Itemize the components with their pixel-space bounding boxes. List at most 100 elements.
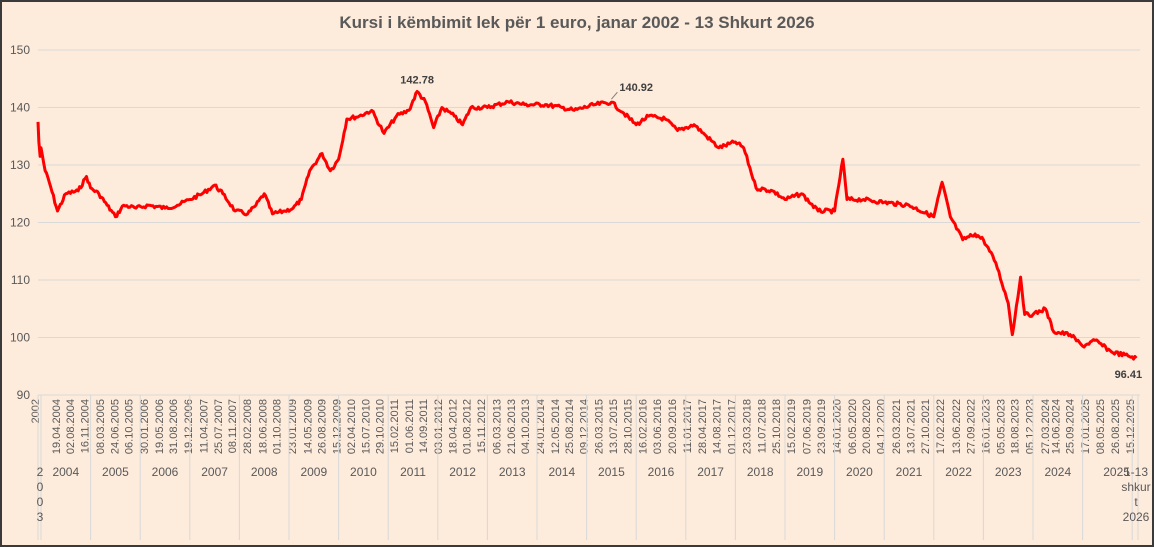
x-tick-label: 15.02.2011 xyxy=(389,399,401,453)
x-tick-label: 19.12.2006 xyxy=(183,399,195,454)
x-tick-label: 25.09.2024 xyxy=(1064,399,1076,454)
year-group-label: 2023 xyxy=(995,465,1022,479)
year-group-label: 2010 xyxy=(350,465,377,479)
x-tick-label: 16.02.2016 xyxy=(637,399,649,454)
x-tick-label: 19.05.2006 xyxy=(154,399,166,454)
x-tick-label: 08.03.2005 xyxy=(95,399,107,454)
x-tick-label: 11.04.2007 xyxy=(199,399,211,453)
year-group-label: 2006 xyxy=(152,465,179,479)
year-group-label: 2005 xyxy=(102,465,129,479)
data-label-leader xyxy=(611,91,618,100)
x-tick-label: 03.01.2012 xyxy=(433,399,445,454)
x-tick-label: 19.04.2004 xyxy=(51,399,63,454)
x-tick-label: 16.01.2023 xyxy=(980,399,992,454)
x-tick-label: 26.08.2025 xyxy=(1110,399,1122,454)
year-group-label: 2004 xyxy=(52,465,79,479)
x-tick-label: 27.03.2024 xyxy=(1040,399,1052,454)
exchange-rate-line xyxy=(36,90,1138,361)
x-tick-label: 20.08.2020 xyxy=(861,399,873,454)
x-tick-label: 09.12.2014 xyxy=(579,399,591,454)
x-tick-label: 28.02.2008 xyxy=(242,399,254,454)
x-tick-label: 02.04.2010 xyxy=(346,399,358,454)
x-tick-label: 28.10.2015 xyxy=(622,399,634,454)
x-tick-label: 14.05.2009 xyxy=(302,399,314,454)
year-group-label: 2016 xyxy=(648,465,675,479)
x-tick-label: 03.06.2016 xyxy=(652,399,664,454)
x-tick-label: 12.05.2014 xyxy=(550,399,562,454)
chart-title: Kursi i këmbimit lek për 1 euro, janar 2… xyxy=(339,13,814,32)
x-tick-label: 15.02.2019 xyxy=(786,399,798,454)
x-tick-label: 04.12.2020 xyxy=(875,399,887,454)
x-tick-label: 06.03.2013 xyxy=(491,399,503,454)
x-tick-label: 14.06.2024 xyxy=(1050,399,1062,454)
x-tick-label: 16.11.2004 xyxy=(79,399,91,453)
y-tick-label: 110 xyxy=(11,273,30,287)
x-tick-label: 25.08.2014 xyxy=(564,399,576,454)
x-tick-label: 05.12.2023 xyxy=(1024,399,1036,454)
y-tick-label: 150 xyxy=(10,43,30,57)
year-group-label: 2025 xyxy=(1103,465,1130,479)
x-tick-label: 24.01.2014 xyxy=(535,399,547,454)
x-tick-label: 28.04.2017 xyxy=(697,399,709,454)
x-tick-label: 17.02.2022 xyxy=(935,399,947,454)
x-tick-label: 26.03.2021 xyxy=(891,399,903,454)
year-group-label: 2021 xyxy=(896,465,923,479)
x-tick-label: 01.06.2011 xyxy=(404,399,416,453)
year-group-label: 2009 xyxy=(300,465,327,479)
x-tick-label: 14.09.2011 xyxy=(418,399,430,453)
year-group-label: 2011 xyxy=(400,465,426,479)
x-tick-label: 01.10.2008 xyxy=(272,399,284,454)
x-tick-label: 21.06.2013 xyxy=(506,399,518,454)
x-tick-label: 18.06.2008 xyxy=(257,399,269,454)
x-tick-label: 30.01.2006 xyxy=(139,399,151,454)
year-group-label: 2020 xyxy=(846,465,873,479)
x-tick-label: 18.04.2012 xyxy=(448,399,460,454)
y-tick-label: 120 xyxy=(10,216,30,230)
x-tick-label: 26.08.2009 xyxy=(316,399,328,454)
x-tick-label: 06.05.2020 xyxy=(847,399,859,454)
year-group-label: 2017 xyxy=(697,465,724,479)
x-tick-label: 26.03.2015 xyxy=(593,399,605,454)
x-tick-label: 15.11.2012 xyxy=(476,399,488,453)
x-tick-label: 23.01.2009 xyxy=(287,399,299,454)
year-group-label: 2007 xyxy=(201,465,228,479)
year-group-label: 2008 xyxy=(251,465,278,479)
year-group-label: 2013 xyxy=(499,465,526,479)
x-tick-label: 15.07.2010 xyxy=(360,399,372,454)
x-tick-label: 15.12.2025 xyxy=(1125,399,1137,454)
x-tick-label: 06.10.2005 xyxy=(123,399,135,454)
year-group-label: 2018 xyxy=(747,465,774,479)
year-group-label: 2014 xyxy=(548,465,575,479)
year-group-label: 2022 xyxy=(945,465,972,479)
x-tick-label: 01.12.2017 xyxy=(726,399,738,454)
x-tick-label: 07.06.2019 xyxy=(801,399,813,454)
data-label: 142.78 xyxy=(400,75,434,87)
x-tick-label: 11.01.2017 xyxy=(682,399,694,453)
x-tick-label: 17.01.2025 xyxy=(1080,399,1092,454)
x-tick-label: 05.05.2023 xyxy=(995,399,1007,454)
y-tick-label: 100 xyxy=(10,331,30,345)
x-tick-label: 23.03.2018 xyxy=(742,399,754,454)
x-tick-label: 04.10.2013 xyxy=(520,399,532,454)
year-group-label: 2024 xyxy=(1044,465,1071,479)
x-tick-label: 24.06.2005 xyxy=(109,399,121,454)
x-tick-label: 29.10.2010 xyxy=(375,399,387,454)
x-tick-label: 27.10.2021 xyxy=(920,399,932,454)
x-tick-label: 2002 xyxy=(30,399,42,423)
x-tick-label: 13.07.2015 xyxy=(608,399,620,454)
x-tick-label: 14.08.2017 xyxy=(711,399,723,454)
year-group-label: 2015 xyxy=(598,465,625,479)
y-tick-label: 90 xyxy=(17,388,31,402)
x-tick-label: 20.09.2016 xyxy=(667,399,679,454)
x-tick-label: 18.08.2023 xyxy=(1010,399,1022,454)
x-tick-label: 25.10.2018 xyxy=(771,399,783,454)
year-group-label: 2019 xyxy=(796,465,823,479)
x-tick-label: 08.11.2007 xyxy=(227,399,239,453)
x-tick-label: 13.06.2022 xyxy=(951,399,963,454)
year-group-label: 2012 xyxy=(449,465,476,479)
year-group-label: 1-13 shkur t 2026 xyxy=(1121,465,1150,524)
x-tick-label: 11.07.2018 xyxy=(757,399,769,453)
data-label: 96.41 xyxy=(1115,369,1143,381)
